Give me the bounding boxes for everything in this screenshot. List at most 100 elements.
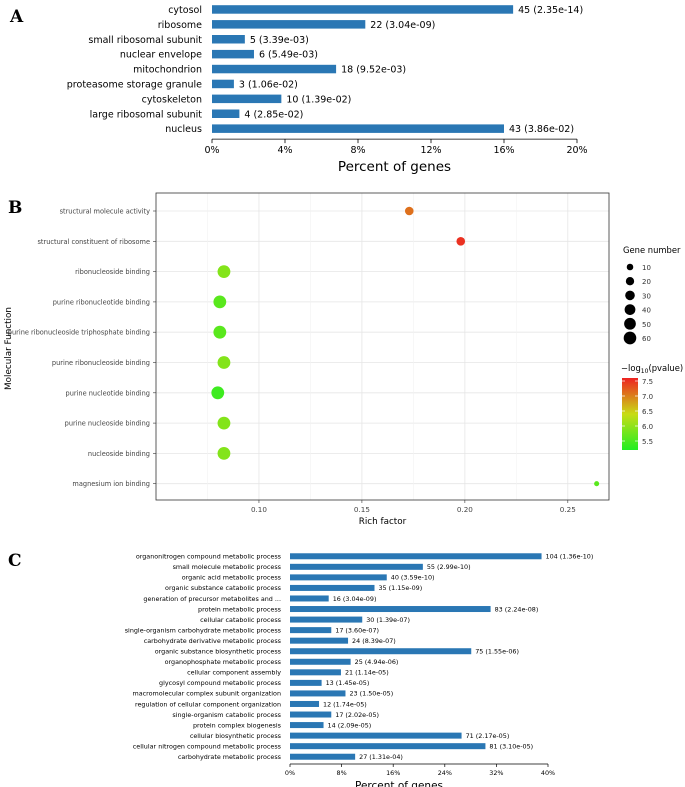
a-bar-label: 43 (3.86e-02) [509,124,574,135]
a-bar [212,64,337,74]
c-bar-label: 16 (3.04e-09) [333,595,377,603]
c-bar-label: 40 (3.59e-10) [391,574,435,582]
c-category-label: cellular biosynthetic process [190,732,282,740]
a-bar [212,109,240,118]
a-category-label: mitochondrion [133,65,202,76]
b-x-tick-label: 0.25 [560,505,576,514]
c-category-label: cellular nitrogen compound metabolic pro… [133,742,282,750]
b-color-tick-label: 6.0 [642,423,653,431]
a-x-tick-label: 0% [204,145,219,156]
b-point [217,356,231,369]
c-bar-label: 35 (1.15e-09) [378,584,422,592]
c-bar [290,584,375,591]
c-category-label: regulation of cellular component organiz… [135,700,281,708]
c-bar-label: 55 (2.99e-10) [427,563,471,571]
panel-c-letter: C [8,551,22,571]
b-size-legend-dot [624,304,636,315]
c-x-tick-label: 0% [285,769,295,777]
b-size-legend-dot [626,263,634,271]
c-category-label: glycosyl compound metabolic process [159,679,282,687]
c-bar-label: 27 (1.31e-04) [359,753,403,761]
c-category-label: small molecule metabolic process [173,563,282,571]
c-category-label: single-organism catabolic process [172,711,281,719]
c-category-label: macromolecular complex subunit organizat… [132,690,281,698]
b-x-tick-label: 0.20 [457,505,473,514]
b-color-tick-label: 6.5 [642,408,653,416]
b-category-label: nucleoside binding [88,450,150,458]
a-category-label: cytoskeleton [142,94,202,105]
c-x-tick-label: 32% [489,769,503,777]
a-bar-label: 3 (1.06e-02) [239,79,298,90]
c-bar [290,606,491,613]
b-size-legend-label: 40 [642,307,651,315]
a-category-label: nucleus [165,124,202,135]
c-bar [290,711,332,718]
b-point [594,481,600,487]
c-bar [290,637,349,644]
c-bar [290,743,486,750]
c-bar [290,648,472,655]
b-category-label: magnesium ion binding [72,480,150,488]
c-x-tick-label: 40% [541,769,555,777]
b-category-label: purine nucleoside binding [65,420,150,428]
a-bar-label: 5 (3.39e-03) [250,35,309,46]
c-x-axis-title: Percent of genes [355,780,443,787]
a-category-label: large ribosomal subunit [90,109,203,120]
c-category-label: protein complex biogenesis [193,721,282,729]
a-x-axis-title: Percent of genes [338,159,451,175]
c-bar-label: 81 (3.10e-05) [489,742,533,750]
b-point [213,295,227,309]
c-bar [290,753,356,760]
a-bar [212,35,245,44]
c-x-tick-label: 24% [438,769,452,777]
c-category-label: organic substance catabolic process [165,584,282,592]
a-x-tick-label: 16% [493,145,514,156]
a-bar [212,94,282,104]
c-bar [290,595,329,602]
c-category-label: carbohydrate metabolic process [178,753,282,761]
c-category-label: organic acid metabolic process [182,574,282,582]
c-bar [290,690,346,697]
a-bar [212,79,234,89]
a-bar-label: 18 (9.52e-03) [341,65,406,76]
a-category-label: cytosol [168,5,202,16]
b-color-tick-label: 5.5 [642,438,653,446]
c-bar-label: 83 (2.24e-08) [495,605,539,613]
c-bar-label: 24 (8.39e-07) [352,637,396,645]
b-size-legend-label: 20 [642,278,651,286]
c-x-tick-label: 8% [337,769,347,777]
b-category-label: purine ribonucleotide binding [53,298,150,306]
a-category-label: nuclear envelope [120,50,202,61]
a-bar [212,124,504,133]
b-category-label: ribonucleoside binding [75,268,150,276]
b-size-legend-label: 10 [642,264,651,272]
b-x-axis-title: Rich factor [359,517,407,527]
c-bar [290,732,462,739]
chart-a: cytosol 45 (2.35e-14) ribosome 22 (3.04e-09… [67,5,588,175]
c-bar-label: 104 (1.36e-10) [546,553,594,561]
c-bar-label: 75 (1.55e-06) [475,648,519,656]
c-bar-label: 17 (2.02e-05) [335,711,379,719]
b-point [404,206,414,216]
c-category-label: cellular catabolic process [200,616,282,624]
a-bar [212,49,254,59]
c-bar-label: 30 (1.39e-07) [366,616,410,624]
c-bar [290,563,423,570]
c-bar-label: 23 (1.50e-05) [349,690,393,698]
a-category-label: ribosome [158,20,202,31]
a-bar-label: 45 (2.35e-14) [518,5,583,16]
b-point [217,416,231,430]
a-x-tick-label: 12% [420,145,441,156]
b-size-legend-dot [625,277,635,286]
c-bar-label: 71 (2.17e-05) [466,732,510,740]
b-size-legend-label: 30 [642,292,651,300]
c-bar-label: 14 (2.09e-05) [328,721,372,729]
b-point [217,265,231,278]
c-bar [290,658,351,665]
c-bar [290,553,542,560]
a-category-label: proteasome storage granule [67,79,202,90]
c-category-label: carbohydrate derivative metabolic proces… [144,637,282,645]
b-category-label: purine ribonucleoside triphosphate bindi… [8,329,150,337]
c-category-label: cellular component assembly [187,669,281,677]
